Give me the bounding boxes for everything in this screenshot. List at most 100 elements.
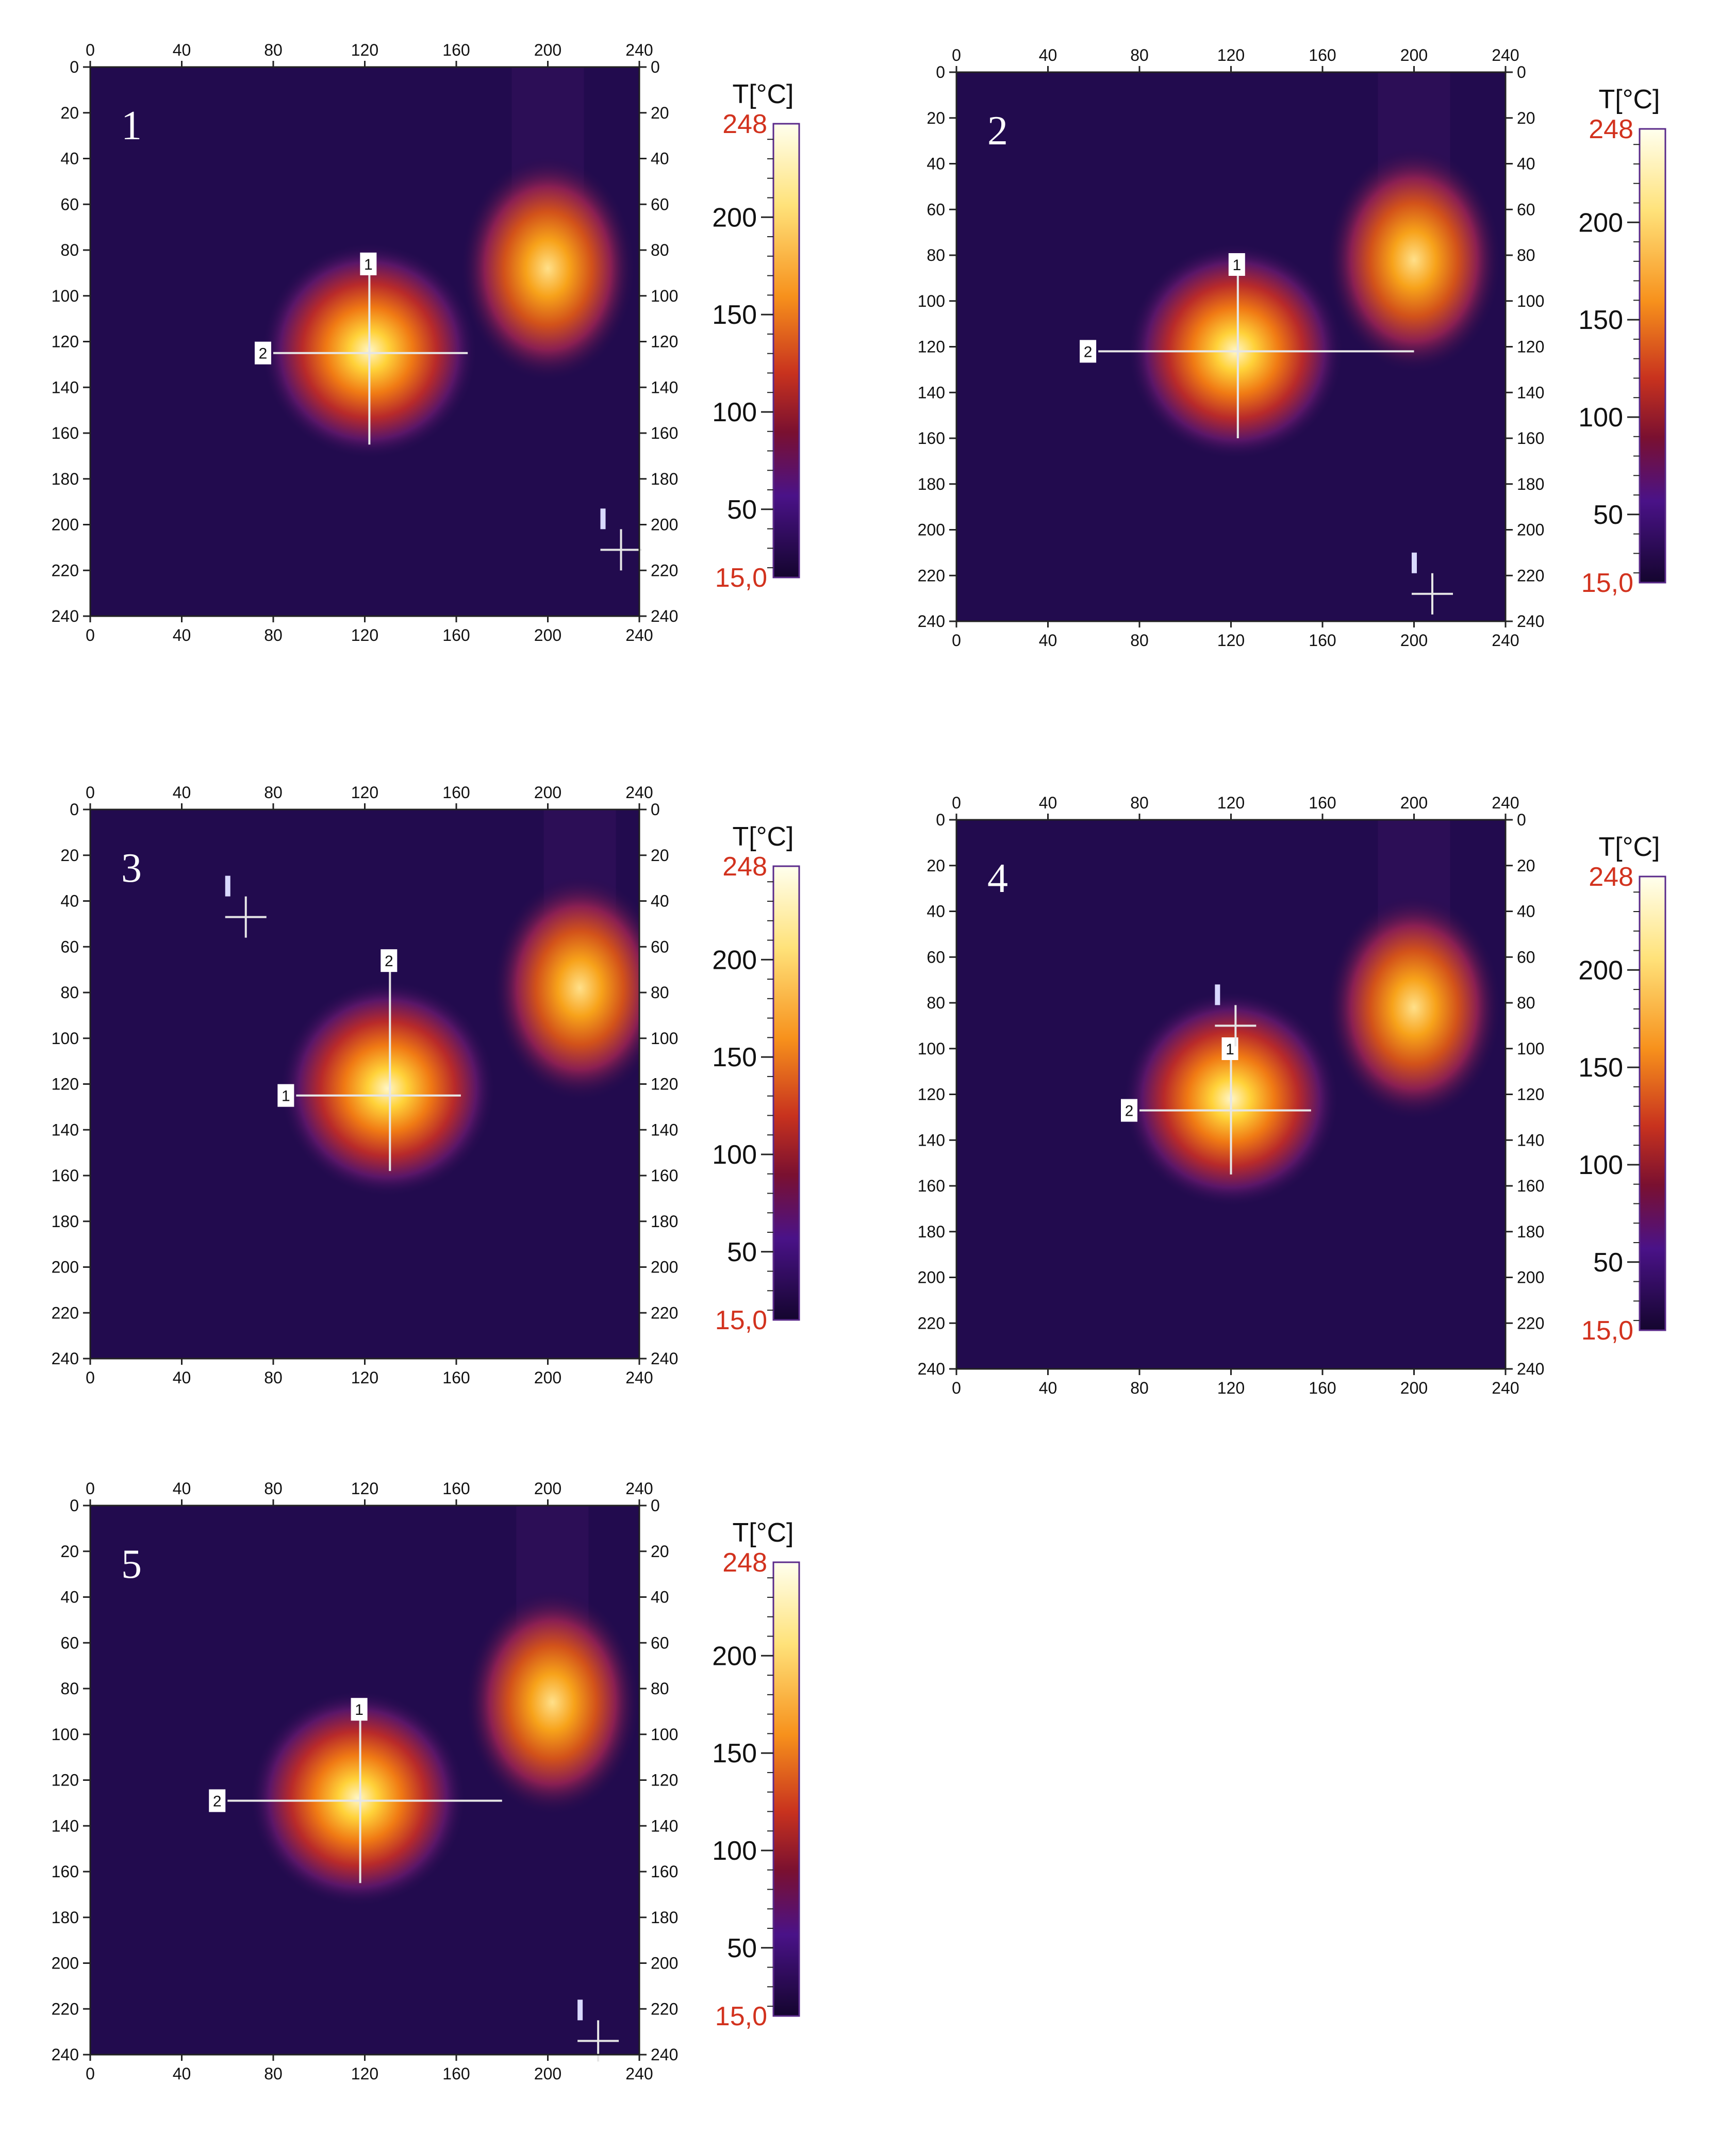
tick-label-left: 60 bbox=[927, 200, 945, 219]
tick-label-right: 80 bbox=[651, 241, 669, 259]
tick-label-bottom: 80 bbox=[264, 2064, 283, 2083]
tick-label-left: 0 bbox=[70, 58, 79, 76]
tick-label-right: 240 bbox=[1517, 612, 1544, 631]
tick-label-left: 100 bbox=[918, 1039, 945, 1058]
tick-label-left: 160 bbox=[918, 1177, 945, 1195]
tick-label-left: 60 bbox=[60, 1633, 79, 1652]
colorbar-tick-label: 150 bbox=[1578, 305, 1623, 335]
tick-label-bottom: 160 bbox=[442, 2064, 470, 2083]
tick-label-left: 120 bbox=[52, 333, 79, 351]
colorbar-tick-label: 100 bbox=[1578, 403, 1623, 433]
colorbar-tick-label: 200 bbox=[712, 945, 757, 975]
tick-label-top: 200 bbox=[534, 783, 561, 802]
tick-label-right: 40 bbox=[651, 1588, 669, 1607]
tick-label-left: 40 bbox=[60, 1588, 79, 1607]
tick-label-right: 60 bbox=[651, 195, 669, 213]
tick-label-left: 160 bbox=[52, 1862, 79, 1881]
tick-label-right: 40 bbox=[651, 892, 669, 911]
tick-label-bottom: 240 bbox=[1492, 631, 1519, 650]
secondary-hot-spot bbox=[492, 874, 639, 1102]
tick-label-top: 80 bbox=[264, 783, 283, 802]
colorbar bbox=[772, 1561, 800, 2017]
panel-number: 3 bbox=[121, 846, 142, 891]
tick-label-bottom: 40 bbox=[1039, 631, 1057, 650]
tick-label-top: 0 bbox=[86, 1479, 95, 1498]
tick-label-bottom: 40 bbox=[1039, 1379, 1057, 1397]
tick-label-left: 200 bbox=[52, 1954, 79, 1973]
panel-number: 1 bbox=[121, 103, 142, 148]
tick-label-right: 120 bbox=[651, 333, 678, 351]
tick-label-left: 60 bbox=[60, 937, 79, 956]
tick-label-right: 100 bbox=[651, 287, 678, 305]
tick-label-left: 80 bbox=[927, 246, 945, 265]
tick-label-bottom: 80 bbox=[1130, 1379, 1149, 1397]
tick-label-left: 160 bbox=[52, 424, 79, 442]
tick-label-left: 160 bbox=[52, 1166, 79, 1185]
tick-label-top: 120 bbox=[351, 41, 378, 59]
tick-label-left: 120 bbox=[52, 1771, 79, 1790]
tick-label-bottom: 40 bbox=[173, 1368, 191, 1387]
tick-label-top: 0 bbox=[952, 46, 961, 64]
tick-label-left: 200 bbox=[918, 521, 945, 539]
tick-label-left: 140 bbox=[52, 378, 79, 396]
tick-label-left: 220 bbox=[52, 561, 79, 580]
tick-label-right: 120 bbox=[651, 1771, 678, 1790]
measurement-line-1-label: 1 bbox=[282, 1088, 290, 1105]
tick-label-left: 0 bbox=[70, 800, 79, 819]
tick-label-top: 160 bbox=[1309, 794, 1336, 812]
colorbar-max-label: 248 bbox=[722, 852, 767, 882]
tick-label-right: 180 bbox=[1517, 1222, 1544, 1241]
tick-label-bottom: 160 bbox=[442, 1368, 470, 1387]
tick-label-top: 240 bbox=[625, 41, 653, 59]
tick-label-bottom: 160 bbox=[442, 626, 470, 644]
tick-label-right: 180 bbox=[651, 1212, 678, 1231]
tick-label-left: 40 bbox=[927, 902, 945, 921]
tick-label-right: 0 bbox=[651, 1496, 660, 1515]
tick-label-right: 220 bbox=[1517, 1314, 1544, 1332]
measurement-line-1-label-box bbox=[351, 1698, 368, 1721]
tick-label-left: 220 bbox=[918, 566, 945, 585]
tick-label-left: 60 bbox=[60, 195, 79, 213]
tick-label-left: 240 bbox=[918, 1360, 945, 1378]
tick-label-left: 0 bbox=[936, 63, 945, 81]
colorbar-tick-label: 50 bbox=[727, 495, 757, 525]
tick-label-bottom: 160 bbox=[1309, 631, 1336, 650]
tick-label-right: 100 bbox=[1517, 292, 1544, 310]
tick-label-top: 0 bbox=[86, 41, 95, 59]
tick-label-top: 160 bbox=[442, 1479, 470, 1498]
tick-label-left: 180 bbox=[918, 1222, 945, 1241]
panel-number: 2 bbox=[987, 108, 1008, 154]
tick-label-right: 80 bbox=[1517, 246, 1535, 265]
tick-label-right: 20 bbox=[651, 104, 669, 122]
tick-label-right: 240 bbox=[1517, 1360, 1544, 1378]
colorbar-title: T[°C] bbox=[1598, 85, 1660, 114]
colorbar bbox=[1639, 875, 1666, 1331]
colorbar-tick-label: 50 bbox=[1593, 500, 1623, 530]
tick-label-left: 220 bbox=[52, 1303, 79, 1322]
tick-label-bottom: 0 bbox=[86, 2064, 95, 2083]
thermal-panel-2: 1 2 2 0 0 40 40 80 80 120 120 160 160 200 200 240 240 0 0 2… bbox=[887, 26, 1732, 675]
tick-label-left: 120 bbox=[52, 1075, 79, 1094]
tick-label-left: 200 bbox=[52, 1258, 79, 1277]
tick-label-bottom: 120 bbox=[1217, 631, 1245, 650]
tick-label-left: 240 bbox=[52, 607, 79, 625]
thermal-panel-3: 1 2 3 0 0 40 40 80 80 120 120 160 160 200 200 240 240 0 0 2… bbox=[21, 763, 866, 1413]
tick-label-right: 120 bbox=[1517, 338, 1544, 356]
tick-label-right: 180 bbox=[1517, 475, 1544, 493]
thermal-panel-5: 1 2 5 0 0 40 40 80 80 120 120 160 160 200 200 240 240 0 0 2… bbox=[21, 1459, 866, 2109]
tick-label-bottom: 0 bbox=[952, 631, 961, 650]
tick-label-right: 160 bbox=[651, 424, 678, 442]
tick-label-bottom: 80 bbox=[1130, 631, 1149, 650]
measurement-line-2-label-box bbox=[255, 341, 271, 365]
tick-label-right: 240 bbox=[651, 607, 678, 625]
colorbar bbox=[772, 865, 800, 1321]
tick-label-top: 160 bbox=[442, 783, 470, 802]
tick-label-bottom: 240 bbox=[625, 2064, 653, 2083]
colorbar-tick-label: 50 bbox=[727, 1237, 757, 1267]
tick-label-right: 80 bbox=[1517, 994, 1535, 1012]
measurement-line-1-label-box bbox=[1228, 253, 1245, 276]
tick-label-left: 80 bbox=[60, 983, 79, 1002]
